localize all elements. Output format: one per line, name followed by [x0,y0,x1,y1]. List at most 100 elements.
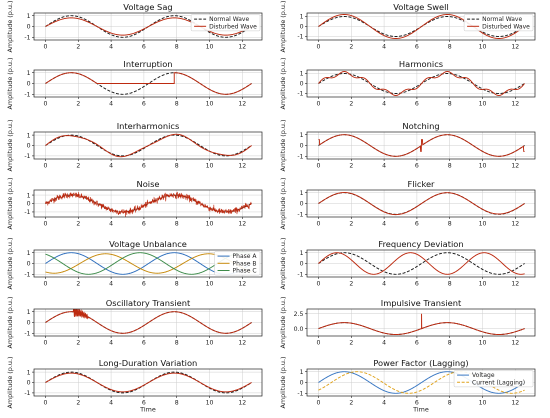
x-tick-label: 12 [511,44,519,51]
x-tick-label: 8 [448,44,452,51]
series-line-normal-wave [45,15,252,38]
x-tick-label: 12 [238,221,246,228]
y-axis-label: Amplitude (p.u.) [279,58,287,110]
y-tick-label: -1 [24,390,30,397]
x-tick-label: 0 [317,101,321,108]
x-tick-label: 10 [479,281,487,288]
y-tick-label: 1 [27,309,31,316]
x-tick-label: 10 [479,221,487,228]
x-tick-label: 4 [382,163,386,170]
x-tick-label: 4 [382,400,386,407]
legend-label-current-lagging: Current (Lagging) [472,379,525,386]
series-line-series-2 [318,313,525,335]
series-line-series-2 [45,309,252,334]
x-tick-label: 0 [317,44,321,51]
series-line-voltage [318,371,525,394]
x-tick-label: 6 [142,281,146,288]
legend-box [214,251,261,276]
y-tick-label: 1 [27,70,31,77]
x-tick-label: 12 [511,163,519,170]
x-tick-label: 12 [511,281,519,288]
y-tick-label: 0 [27,261,31,268]
x-tick-label: 2 [76,163,80,170]
x-tick-label: 8 [448,340,452,347]
y-tick-label: -1 [297,91,303,98]
subplot-interharmonics: 0 2 4 6 8 10 12 -1 0 1 Interharmonics Amplitude (p.… [6,120,263,172]
y-tick-label: 0 [27,201,31,208]
subplot-oscillatory-transient: 0 2 4 6 8 10 12 -1 0 1 Oscillatory Transient Amplit… [6,297,263,348]
x-tick-label: 12 [511,221,519,228]
y-tick-label: 0 [27,81,31,88]
x-tick-label: 2 [76,340,80,347]
x-tick-label: 6 [415,340,419,347]
x-tick-label: 0 [44,101,48,108]
legend-box [453,370,534,388]
y-tick-label: -1 [24,35,30,42]
x-tick-label: 2 [349,400,353,407]
series-line-disturbed-wave [45,17,252,36]
x-tick-label: 0 [44,163,48,170]
x-tick-label: 6 [142,221,146,228]
x-axis-label: Time [139,406,156,414]
x-tick-label: 2 [349,101,353,108]
x-tick-label: 2 [349,340,353,347]
subplot-flicker: 0 2 4 6 8 10 12 -1 0 1 Flicker Amplitude (p.u.) [279,178,536,229]
x-tick-label: 2 [349,221,353,228]
x-tick-label: 10 [479,101,487,108]
x-tick-label: 6 [415,163,419,170]
x-tick-label: 8 [448,221,452,228]
x-tick-label: 4 [382,281,386,288]
y-tick-label: 1 [300,250,304,257]
subplot-title: Impulsive Transient [381,298,462,308]
x-tick-label: 12 [238,281,246,288]
x-tick-label: 10 [479,44,487,51]
x-tick-label: 4 [109,101,113,108]
x-tick-label: 0 [44,281,48,288]
y-tick-label: -1 [24,209,30,216]
x-tick-label: 4 [109,340,113,347]
y-axis-label: Amplitude (p.u.) [6,1,14,53]
y-tick-label: 0.0 [294,326,304,333]
y-axis-label: Amplitude (p.u.) [6,238,14,290]
plot-frame [306,308,536,337]
x-tick-label: 6 [142,101,146,108]
x-tick-label: 4 [382,44,386,51]
x-tick-label: 0 [317,281,321,288]
y-axis-label: Amplitude (p.u.) [6,120,14,172]
legend-label-voltage: Voltage [472,372,495,379]
y-axis-label: Amplitude (p.u.) [279,120,287,172]
x-tick-label: 0 [317,163,321,170]
legend-label-normal-wave: Normal Wave [209,16,249,23]
y-tick-label: 0 [300,143,304,150]
x-tick-label: 10 [206,44,214,51]
x-tick-label: 6 [142,44,146,51]
series-line-disturbed-wave [318,14,525,39]
subplot-title: Flicker [408,179,436,189]
series-line-series-2 [45,133,252,158]
x-tick-label: 10 [206,101,214,108]
y-tick-label: 1 [27,132,31,139]
y-tick-label: 0 [27,380,31,387]
y-axis-label: Amplitude (p.u.) [6,357,14,409]
y-tick-label: 0 [27,24,31,31]
y-tick-label: 1 [27,13,31,20]
y-tick-label: 1 [27,250,31,257]
y-tick-label: -1 [297,272,303,279]
subplot-harmonics: 0 2 4 6 8 10 12 -1 0 1 Harmonics Amplitude (p.u.) [279,58,536,110]
x-tick-label: 12 [511,101,519,108]
series-line-series-2 [45,372,252,393]
x-tick-label: 6 [415,221,419,228]
x-tick-label: 8 [448,101,452,108]
x-tick-label: 10 [479,400,487,407]
series-line-series-2 [318,134,525,157]
y-tick-label: 1 [300,132,304,139]
subplot-title: Interharmonics [117,121,180,131]
y-tick-label: 0 [300,261,304,268]
x-tick-label: 2 [349,44,353,51]
legend-box [463,14,534,32]
x-tick-label: 4 [382,101,386,108]
y-tick-label: 0 [300,24,304,31]
